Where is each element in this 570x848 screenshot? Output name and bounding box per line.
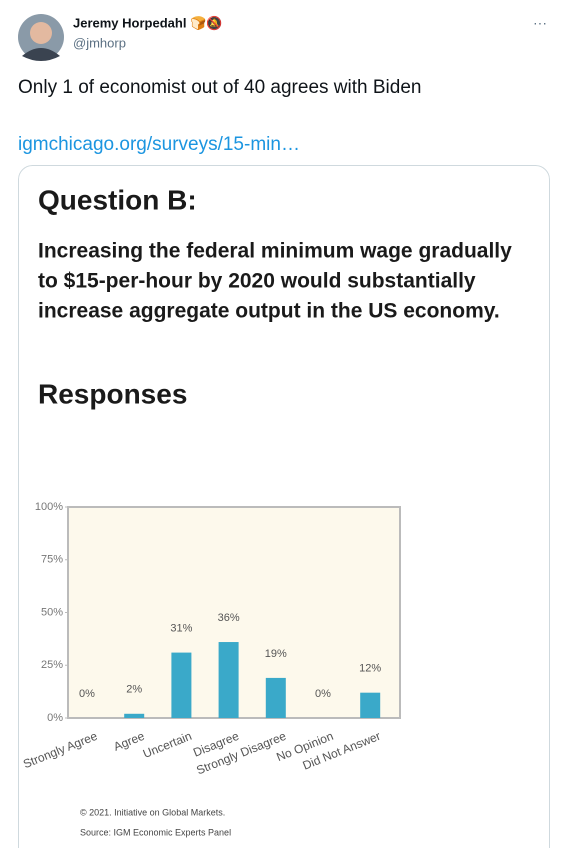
question-line: increase aggregate output in the US econ… [38,300,500,323]
bar [360,692,381,718]
value-label: 36% [218,612,240,624]
copyright: © 2021. Initiative on Global Markets. [80,807,225,817]
bar [171,652,192,718]
value-label: 0% [79,688,95,700]
question-line: Increasing the federal minimum wage grad… [38,240,512,263]
y-tick-label: 25% [41,659,63,671]
bar [124,713,145,718]
value-label: 0% [315,688,331,700]
card[interactable]: Question B: Increasing the federal minim… [18,165,550,848]
y-tick-label: 50% [41,606,63,618]
bar [218,642,239,718]
question-line: to $15-per-hour by 2020 would substantia… [38,270,476,293]
card-subheading: Responses [38,378,187,409]
y-tick-label: 100% [35,501,63,513]
bar [265,677,286,718]
value-label: 19% [265,648,287,660]
y-tick-label: 0% [47,712,63,724]
more-button[interactable]: ··· [533,15,547,31]
tweet-link[interactable]: igmchicago.org/surveys/15-min… [18,134,300,155]
user-handle[interactable]: @jmhorp [73,35,126,50]
y-tick-label: 75% [41,554,63,566]
value-label: 31% [170,622,192,634]
value-label: 12% [359,663,381,675]
value-label: 2% [126,684,142,696]
user-name[interactable]: Jeremy Horpedahl 🍞🔕 [73,15,222,30]
avatar[interactable] [18,14,64,61]
tweet-text: Only 1 of economist out of 40 agrees wit… [18,77,421,98]
source: Source: IGM Economic Experts Panel [80,827,231,837]
card-heading: Question B: [38,184,197,215]
